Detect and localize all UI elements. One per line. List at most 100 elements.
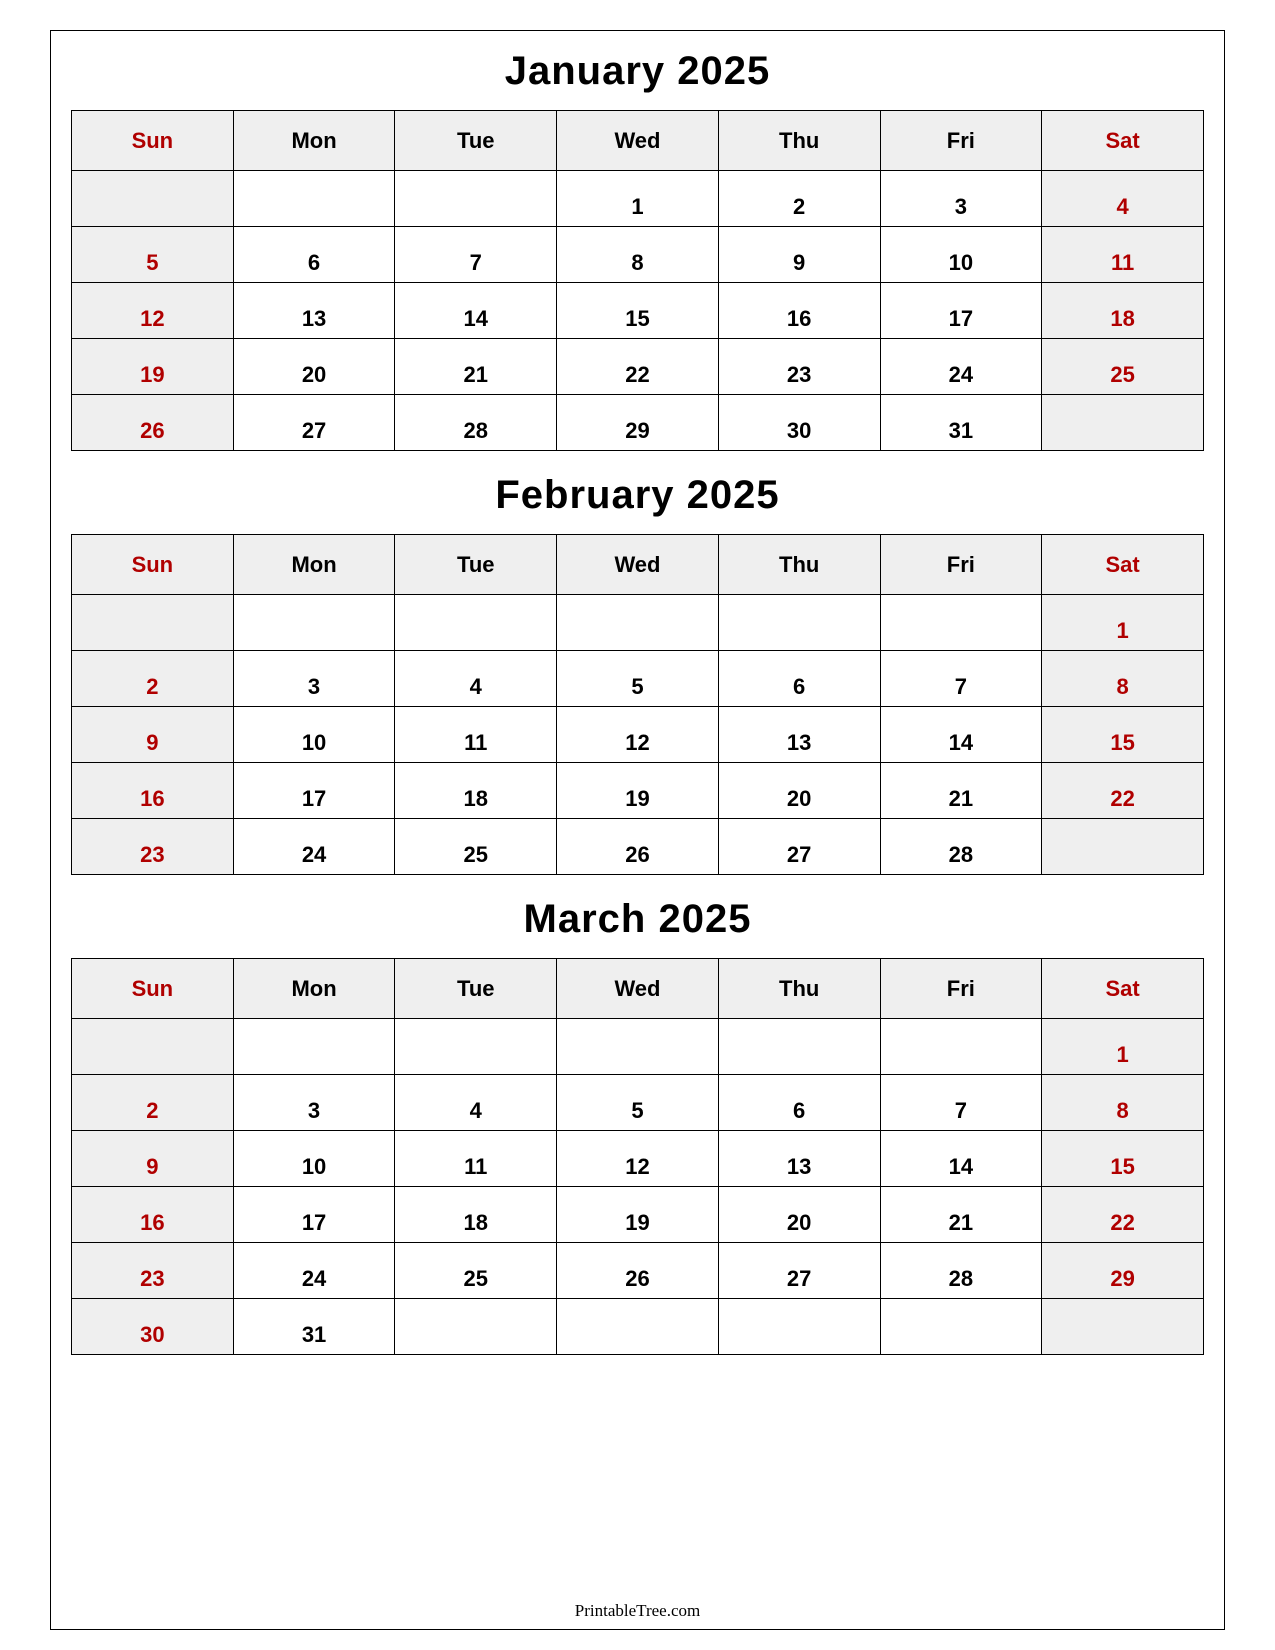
day-cell: 17 (233, 763, 395, 819)
day-cell: 7 (395, 227, 557, 283)
day-cell: 10 (880, 227, 1042, 283)
day-cell: 9 (72, 707, 234, 763)
day-header-sat: Sat (1042, 111, 1204, 171)
day-cell (395, 171, 557, 227)
day-cell: 13 (718, 1131, 880, 1187)
day-cell: 14 (395, 283, 557, 339)
day-cell (233, 171, 395, 227)
day-cell: 21 (395, 339, 557, 395)
day-cell: 25 (395, 1243, 557, 1299)
day-cell: 3 (233, 1075, 395, 1131)
day-cell: 23 (718, 339, 880, 395)
day-cell: 16 (718, 283, 880, 339)
day-cell: 9 (72, 1131, 234, 1187)
day-header-fri: Fri (880, 535, 1042, 595)
day-cell (395, 595, 557, 651)
day-cell: 5 (557, 1075, 719, 1131)
day-cell: 8 (557, 227, 719, 283)
day-cell: 4 (1042, 171, 1204, 227)
day-cell: 13 (718, 707, 880, 763)
day-header-sun: Sun (72, 535, 234, 595)
day-cell: 9 (718, 227, 880, 283)
day-cell: 15 (1042, 1131, 1204, 1187)
day-header-thu: Thu (718, 959, 880, 1019)
day-cell: 11 (395, 707, 557, 763)
day-header-thu: Thu (718, 111, 880, 171)
day-cell: 23 (72, 1243, 234, 1299)
day-cell: 23 (72, 819, 234, 875)
day-cell (557, 595, 719, 651)
day-cell: 19 (557, 763, 719, 819)
day-cell: 29 (1042, 1243, 1204, 1299)
day-cell (880, 1299, 1042, 1355)
day-cell: 24 (880, 339, 1042, 395)
day-cell: 5 (72, 227, 234, 283)
day-cell: 24 (233, 819, 395, 875)
day-cell: 17 (233, 1187, 395, 1243)
day-cell: 27 (233, 395, 395, 451)
day-header-tue: Tue (395, 535, 557, 595)
calendar-page: January 2025 Sun Mon Tue Wed Thu Fri Sat (0, 0, 1275, 1650)
day-header-sun: Sun (72, 959, 234, 1019)
day-cell: 30 (72, 1299, 234, 1355)
day-cell: 4 (395, 651, 557, 707)
day-cell: 5 (557, 651, 719, 707)
day-cell: 11 (395, 1131, 557, 1187)
day-cell (1042, 819, 1204, 875)
day-cell (1042, 1299, 1204, 1355)
month-title: February 2025 (71, 473, 1204, 518)
day-cell: 17 (880, 283, 1042, 339)
day-header-mon: Mon (233, 111, 395, 171)
day-cell: 31 (880, 395, 1042, 451)
day-cell: 16 (72, 1187, 234, 1243)
day-cell: 1 (557, 171, 719, 227)
day-cell: 2 (72, 651, 234, 707)
day-cell (718, 595, 880, 651)
day-cell: 15 (1042, 707, 1204, 763)
day-cell: 27 (718, 1243, 880, 1299)
day-cell: 31 (233, 1299, 395, 1355)
day-header-tue: Tue (395, 111, 557, 171)
day-cell (880, 595, 1042, 651)
day-cell: 3 (233, 651, 395, 707)
day-cell: 22 (1042, 763, 1204, 819)
day-cell: 28 (880, 1243, 1042, 1299)
day-cell (395, 1019, 557, 1075)
day-cell: 14 (880, 707, 1042, 763)
day-cell: 11 (1042, 227, 1204, 283)
day-cell: 1 (1042, 595, 1204, 651)
day-cell: 20 (718, 1187, 880, 1243)
day-header-mon: Mon (233, 535, 395, 595)
day-cell: 14 (880, 1131, 1042, 1187)
day-cell: 28 (395, 395, 557, 451)
day-cell (557, 1019, 719, 1075)
day-header-wed: Wed (557, 535, 719, 595)
day-header-wed: Wed (557, 111, 719, 171)
day-cell: 16 (72, 763, 234, 819)
month-block-january: January 2025 Sun Mon Tue Wed Thu Fri Sat (71, 49, 1204, 451)
calendar-table-february: Sun Mon Tue Wed Thu Fri Sat (71, 534, 1204, 875)
month-title: March 2025 (71, 897, 1204, 942)
day-cell: 4 (395, 1075, 557, 1131)
day-cell (395, 1299, 557, 1355)
day-cell: 27 (718, 819, 880, 875)
day-cell: 1 (1042, 1019, 1204, 1075)
calendar-table-january: Sun Mon Tue Wed Thu Fri Sat 1 2 3 (71, 110, 1204, 451)
day-header-wed: Wed (557, 959, 719, 1019)
day-header-thu: Thu (718, 535, 880, 595)
day-cell (880, 1019, 1042, 1075)
day-cell: 25 (1042, 339, 1204, 395)
page-border: January 2025 Sun Mon Tue Wed Thu Fri Sat (50, 30, 1225, 1630)
day-cell: 8 (1042, 651, 1204, 707)
day-cell (72, 1019, 234, 1075)
day-cell: 10 (233, 1131, 395, 1187)
day-cell: 2 (718, 171, 880, 227)
day-cell: 26 (557, 819, 719, 875)
day-header-sun: Sun (72, 111, 234, 171)
day-cell: 19 (557, 1187, 719, 1243)
day-cell: 6 (233, 227, 395, 283)
day-cell: 19 (72, 339, 234, 395)
day-cell: 6 (718, 651, 880, 707)
day-header-mon: Mon (233, 959, 395, 1019)
day-cell: 7 (880, 1075, 1042, 1131)
